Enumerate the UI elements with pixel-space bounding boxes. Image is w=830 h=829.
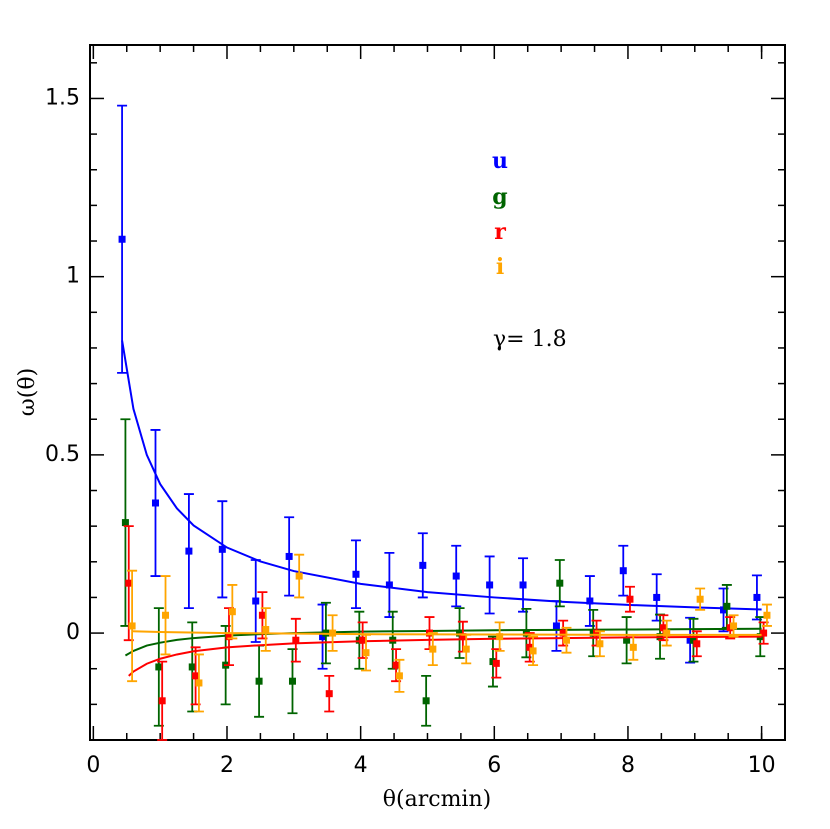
x-tick-label: 4	[354, 753, 368, 778]
data-point	[162, 611, 170, 619]
data-point	[623, 636, 631, 644]
x-axis-label: θ(arcmin)	[383, 787, 491, 812]
data-point	[596, 640, 604, 648]
data-point	[359, 636, 367, 644]
data-point	[593, 629, 601, 637]
x-tick-label: 0	[86, 753, 100, 778]
data-point	[285, 552, 293, 560]
data-point	[689, 636, 697, 644]
data-point	[292, 636, 300, 644]
data-point	[663, 629, 671, 637]
data-point	[619, 567, 627, 575]
x-tick-label: 8	[621, 753, 635, 778]
data-point	[118, 235, 126, 243]
y-tick-label: 1.5	[45, 85, 80, 110]
data-point	[556, 579, 564, 587]
data-point	[486, 581, 494, 589]
data-point	[128, 622, 136, 630]
legend-entry: i	[496, 254, 504, 280]
data-point	[452, 572, 460, 580]
data-point	[185, 547, 193, 555]
data-point	[352, 570, 360, 578]
y-tick-label: 0.5	[45, 442, 80, 467]
plot-frame	[89, 44, 786, 741]
fit-line	[132, 630, 762, 636]
data-point	[392, 661, 400, 669]
legend-entry: r	[494, 219, 506, 245]
data-point	[325, 690, 333, 698]
x-tick-label: 2	[220, 753, 234, 778]
data-point	[192, 672, 200, 680]
data-point	[730, 622, 738, 630]
data-point	[188, 663, 196, 671]
y-axis-label: ω(θ)	[15, 368, 40, 416]
data-point	[295, 572, 303, 580]
legend-entry: g	[492, 184, 507, 210]
data-point	[329, 629, 337, 637]
data-point	[526, 643, 534, 651]
data-point	[459, 633, 467, 641]
y-tick-label: 1	[66, 264, 80, 289]
data-point	[529, 647, 537, 655]
x-tick-label: 10	[748, 753, 776, 778]
data-point	[653, 593, 661, 601]
data-point	[362, 649, 370, 657]
data-point	[462, 645, 470, 653]
data-point	[753, 593, 761, 601]
data-point	[456, 629, 464, 637]
data-point	[252, 597, 260, 605]
data-point	[385, 581, 393, 589]
data-point	[626, 595, 634, 603]
data-point	[151, 499, 159, 507]
data-point	[218, 545, 226, 553]
data-point	[121, 519, 129, 527]
data-point	[552, 622, 560, 630]
data-point	[492, 659, 500, 667]
data-point	[720, 606, 728, 614]
data-point	[429, 645, 437, 653]
fit-line	[128, 635, 762, 677]
data-point	[419, 561, 427, 569]
data-point	[763, 611, 771, 619]
annotation: γ= 1.8	[493, 327, 567, 352]
x-tick-label: 6	[487, 753, 501, 778]
data-point	[586, 597, 594, 605]
data-point	[258, 611, 266, 619]
data-point	[519, 581, 527, 589]
data-point	[255, 677, 263, 685]
data-point	[696, 595, 704, 603]
fit-line	[121, 340, 762, 611]
data-point	[760, 629, 768, 637]
data-point	[496, 633, 504, 641]
data-point	[225, 633, 233, 641]
data-point	[723, 602, 731, 610]
data-point	[125, 579, 133, 587]
legend-entry: u	[492, 148, 508, 174]
data-point	[262, 626, 270, 634]
data-point	[228, 608, 236, 616]
data-point	[158, 697, 166, 705]
data-point	[195, 679, 203, 687]
data-point	[319, 633, 327, 641]
data-point	[562, 636, 570, 644]
y-tick-label: 0	[66, 620, 80, 645]
data-point	[559, 629, 567, 637]
data-point	[693, 640, 701, 648]
data-point	[629, 643, 637, 651]
data-point	[422, 697, 430, 705]
data-point	[288, 677, 296, 685]
data-point	[659, 624, 667, 632]
data-point	[395, 672, 403, 680]
data-point	[155, 663, 163, 671]
